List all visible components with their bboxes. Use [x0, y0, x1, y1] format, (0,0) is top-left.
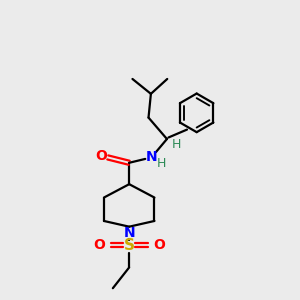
Text: H: H	[157, 158, 167, 170]
Text: O: O	[95, 149, 107, 163]
Text: O: O	[93, 238, 105, 252]
Text: N: N	[146, 150, 157, 164]
Text: S: S	[124, 238, 135, 253]
Text: N: N	[123, 226, 135, 240]
Text: H: H	[172, 138, 181, 151]
Text: O: O	[154, 238, 165, 252]
